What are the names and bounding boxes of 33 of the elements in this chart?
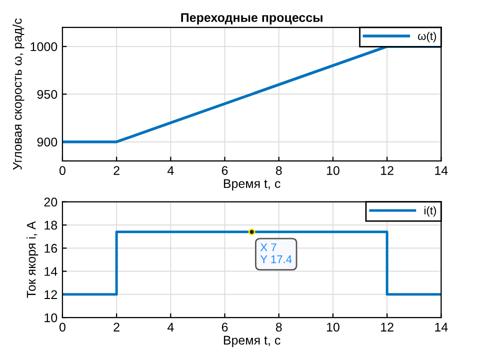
x-axis-title: Время t, с — [224, 179, 280, 190]
x-tick-label: 8 — [276, 322, 282, 332]
x-tick-label: 4 — [167, 322, 174, 332]
x-tick-label: 0 — [59, 322, 66, 332]
legend-label: i(t) — [424, 206, 436, 217]
y-tick-label: 10 — [44, 313, 58, 322]
y-tick-label: 16 — [44, 244, 58, 253]
y-tick-label: 1000 — [30, 42, 58, 52]
x-tick-label: 10 — [326, 322, 340, 332]
x-tick-label: 6 — [222, 166, 228, 175]
legend-label: ω(t) — [418, 32, 436, 42]
chart-title: Переходные процессы — [181, 13, 322, 24]
y-tick-label: 12 — [44, 290, 57, 299]
y-tick-label: 20 — [44, 198, 58, 207]
x-tick-label: 10 — [326, 166, 340, 175]
x-tick-label: 2 — [114, 322, 120, 332]
x-tick-label: 14 — [435, 322, 448, 332]
y-axis-title: Ток якоря i, А — [26, 221, 38, 298]
x-axis-title: Время t, с — [224, 336, 280, 348]
annotation: X 7 Y 17.4 — [260, 243, 292, 264]
x-tick-label: 4 — [167, 166, 174, 175]
x-tick-label: 6 — [222, 322, 228, 332]
y-tick-label: 950 — [37, 90, 58, 99]
y-tick-label: 18 — [44, 220, 58, 230]
x-tick-label: 0 — [59, 166, 66, 175]
y-tick-label: 900 — [37, 138, 58, 146]
x-tick-label: 14 — [435, 166, 448, 175]
x-tick-label: 8 — [276, 166, 282, 175]
y-axis-title: Угловая скорость ω, рад/с — [12, 18, 24, 170]
y-tick-label: 14 — [44, 267, 58, 276]
x-tick-label: 12 — [381, 166, 394, 175]
x-tick-label: 2 — [114, 166, 120, 175]
x-tick-label: 12 — [381, 322, 394, 332]
